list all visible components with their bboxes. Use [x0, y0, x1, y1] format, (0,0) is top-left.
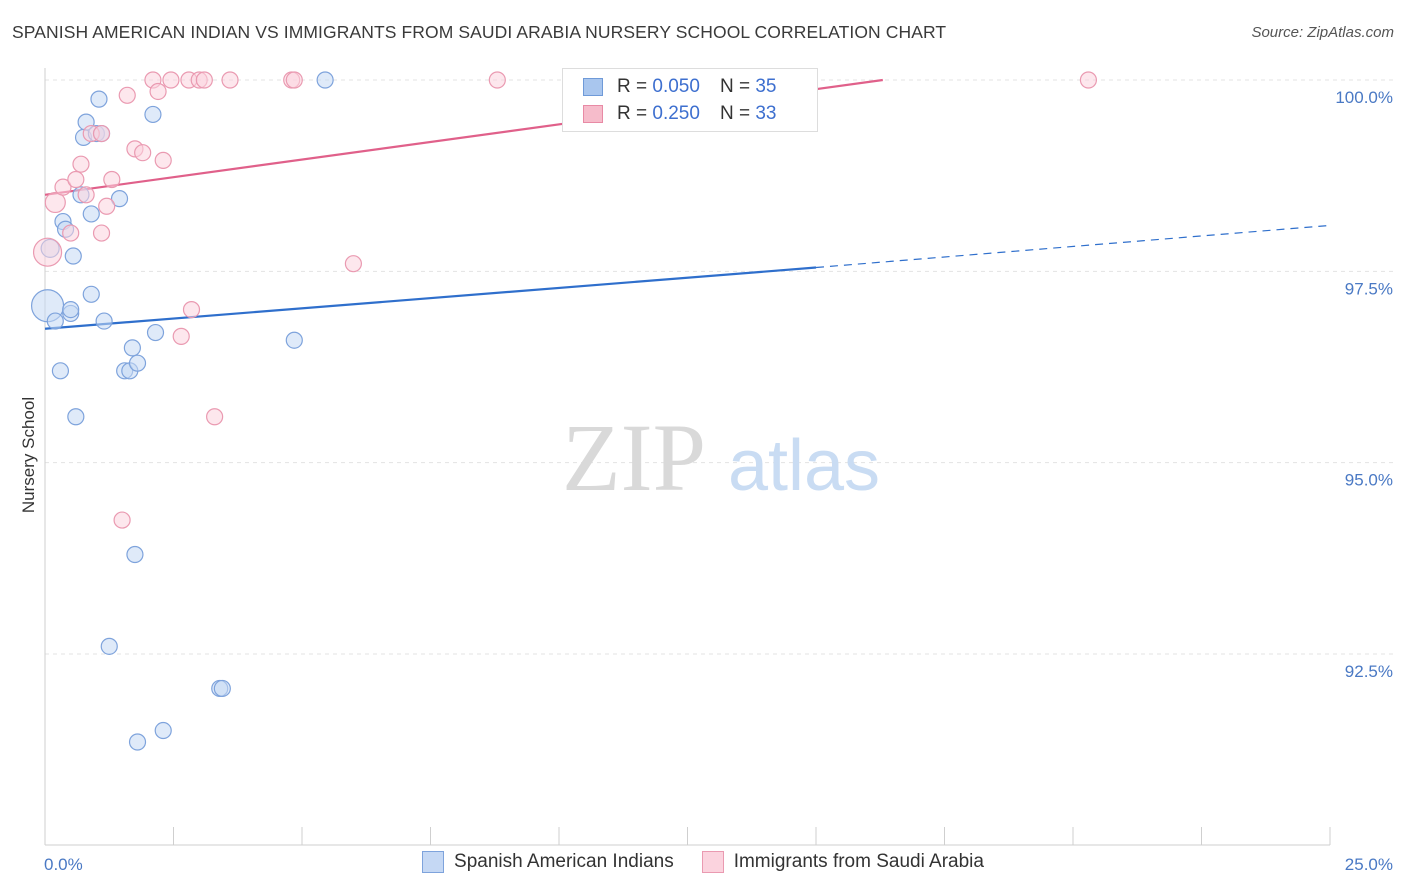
- legend-n-label: N =: [719, 76, 751, 97]
- axes: [44, 68, 1331, 846]
- legend-row-spanish-american-indians: R = 0.050 N = 35: [583, 74, 776, 100]
- x-tick-label: 25.0%: [1345, 855, 1393, 874]
- bottom-legend-swatch-blue: [422, 851, 445, 873]
- legend-n-value: 35: [755, 76, 777, 97]
- y-tick-label: 95.0%: [1345, 471, 1393, 490]
- legend: R = 0.050 N = 35 R = 0.250 N = 33: [562, 68, 818, 132]
- watermark-zip: ZIP: [562, 404, 706, 511]
- point-immigrants-saudi-arabia: [195, 71, 213, 89]
- tick-labels: 100.0% 97.5% 95.0% 92.5% 0.0% 25.0%: [44, 88, 1393, 874]
- point-immigrants-saudi-arabia: [149, 82, 167, 101]
- point-immigrants-saudi-arabia: [92, 224, 111, 242]
- point-spanish-american-indians: [51, 362, 70, 380]
- y-tick-label: 97.5%: [1345, 279, 1393, 298]
- point-immigrants-saudi-arabia: [118, 86, 136, 104]
- y-axis-label: Nursery School: [19, 397, 38, 513]
- point-immigrants-saudi-arabia: [72, 155, 90, 173]
- point-spanish-american-indians: [285, 331, 303, 349]
- point-immigrants-saudi-arabia: [162, 71, 180, 89]
- point-spanish-american-indians: [82, 285, 100, 303]
- bottom-legend-item-spanish-american-indians: Spanish American Indians: [422, 851, 674, 873]
- point-spanish-american-indians: [144, 105, 162, 124]
- point-immigrants-saudi-arabia: [92, 124, 111, 143]
- point-immigrants-saudi-arabia: [154, 151, 172, 169]
- point-immigrants-saudi-arabia: [98, 197, 116, 215]
- trend-line-spanish-american-indians: [44, 266, 817, 330]
- legend-r-value: 0.050: [652, 76, 700, 97]
- y-tick-label: 100.0%: [1335, 88, 1393, 107]
- y-tick-label: 92.5%: [1345, 662, 1393, 681]
- bottom-legend: Spanish American Indians Immigrants from…: [0, 851, 1406, 873]
- point-immigrants-saudi-arabia: [67, 170, 85, 189]
- legend-n-label: N =: [719, 103, 751, 124]
- x-tick-label: 0.0%: [44, 855, 83, 874]
- point-immigrants-saudi-arabia: [1079, 71, 1098, 89]
- point-spanish-american-indians: [154, 721, 172, 740]
- point-spanish-american-indians: [146, 323, 165, 342]
- point-immigrants-saudi-arabia: [182, 301, 201, 319]
- legend-swatch-blue: [583, 78, 603, 96]
- legend-swatch-pink: [583, 105, 603, 123]
- point-immigrants-saudi-arabia: [488, 71, 506, 89]
- point-immigrants-saudi-arabia: [221, 71, 239, 89]
- point-spanish-american-indians: [316, 71, 334, 89]
- bottom-legend-swatch-pink: [701, 851, 724, 873]
- watermark: ZIP atlas: [562, 404, 880, 511]
- legend-row-immigrants-saudi-arabia: R = 0.250 N = 33: [583, 101, 776, 127]
- point-spanish-american-indians: [128, 733, 147, 751]
- legend-n-value: 33: [755, 103, 777, 124]
- bottom-legend-item-immigrants-saudi-arabia: Immigrants from Saudi Arabia: [701, 851, 984, 873]
- legend-r-label: R =: [617, 103, 648, 124]
- source-label: Source: ZipAtlas.com: [1251, 24, 1394, 41]
- point-immigrants-saudi-arabia: [62, 224, 80, 242]
- point-immigrants-saudi-arabia: [44, 191, 66, 214]
- point-spanish-american-indians: [110, 190, 129, 208]
- trend-line-extension-spanish-american-indians: [815, 224, 1331, 269]
- point-immigrants-saudi-arabia: [103, 170, 121, 189]
- point-spanish-american-indians: [123, 339, 141, 357]
- point-spanish-american-indians: [90, 90, 108, 108]
- point-spanish-american-indians: [62, 301, 80, 319]
- point-immigrants-saudi-arabia: [285, 71, 303, 89]
- bottom-legend-label: Immigrants from Saudi Arabia: [733, 851, 984, 872]
- point-spanish-american-indians: [64, 247, 82, 265]
- point-spanish-american-indians: [213, 679, 231, 698]
- point-spanish-american-indians: [95, 312, 113, 330]
- point-immigrants-saudi-arabia: [32, 237, 63, 267]
- point-immigrants-saudi-arabia: [113, 511, 131, 529]
- chart-title: SPANISH AMERICAN INDIAN VS IMMIGRANTS FR…: [12, 22, 947, 42]
- point-immigrants-saudi-arabia: [54, 178, 72, 196]
- point-spanish-american-indians: [82, 205, 100, 223]
- legend-r-label: R =: [617, 76, 648, 97]
- point-spanish-american-indians: [100, 637, 118, 655]
- data-points: [30, 71, 1098, 751]
- point-immigrants-saudi-arabia: [206, 408, 224, 426]
- point-spanish-american-indians: [128, 354, 147, 372]
- bottom-legend-label: Spanish American Indians: [454, 851, 674, 872]
- point-immigrants-saudi-arabia: [77, 186, 95, 204]
- point-immigrants-saudi-arabia: [344, 255, 362, 273]
- point-spanish-american-indians: [67, 408, 85, 426]
- legend-r-value: 0.250: [652, 103, 700, 124]
- point-immigrants-saudi-arabia: [172, 327, 190, 345]
- point-immigrants-saudi-arabia: [134, 144, 152, 162]
- watermark-atlas: atlas: [728, 426, 880, 506]
- point-spanish-american-indians: [46, 312, 64, 330]
- point-spanish-american-indians: [126, 545, 144, 564]
